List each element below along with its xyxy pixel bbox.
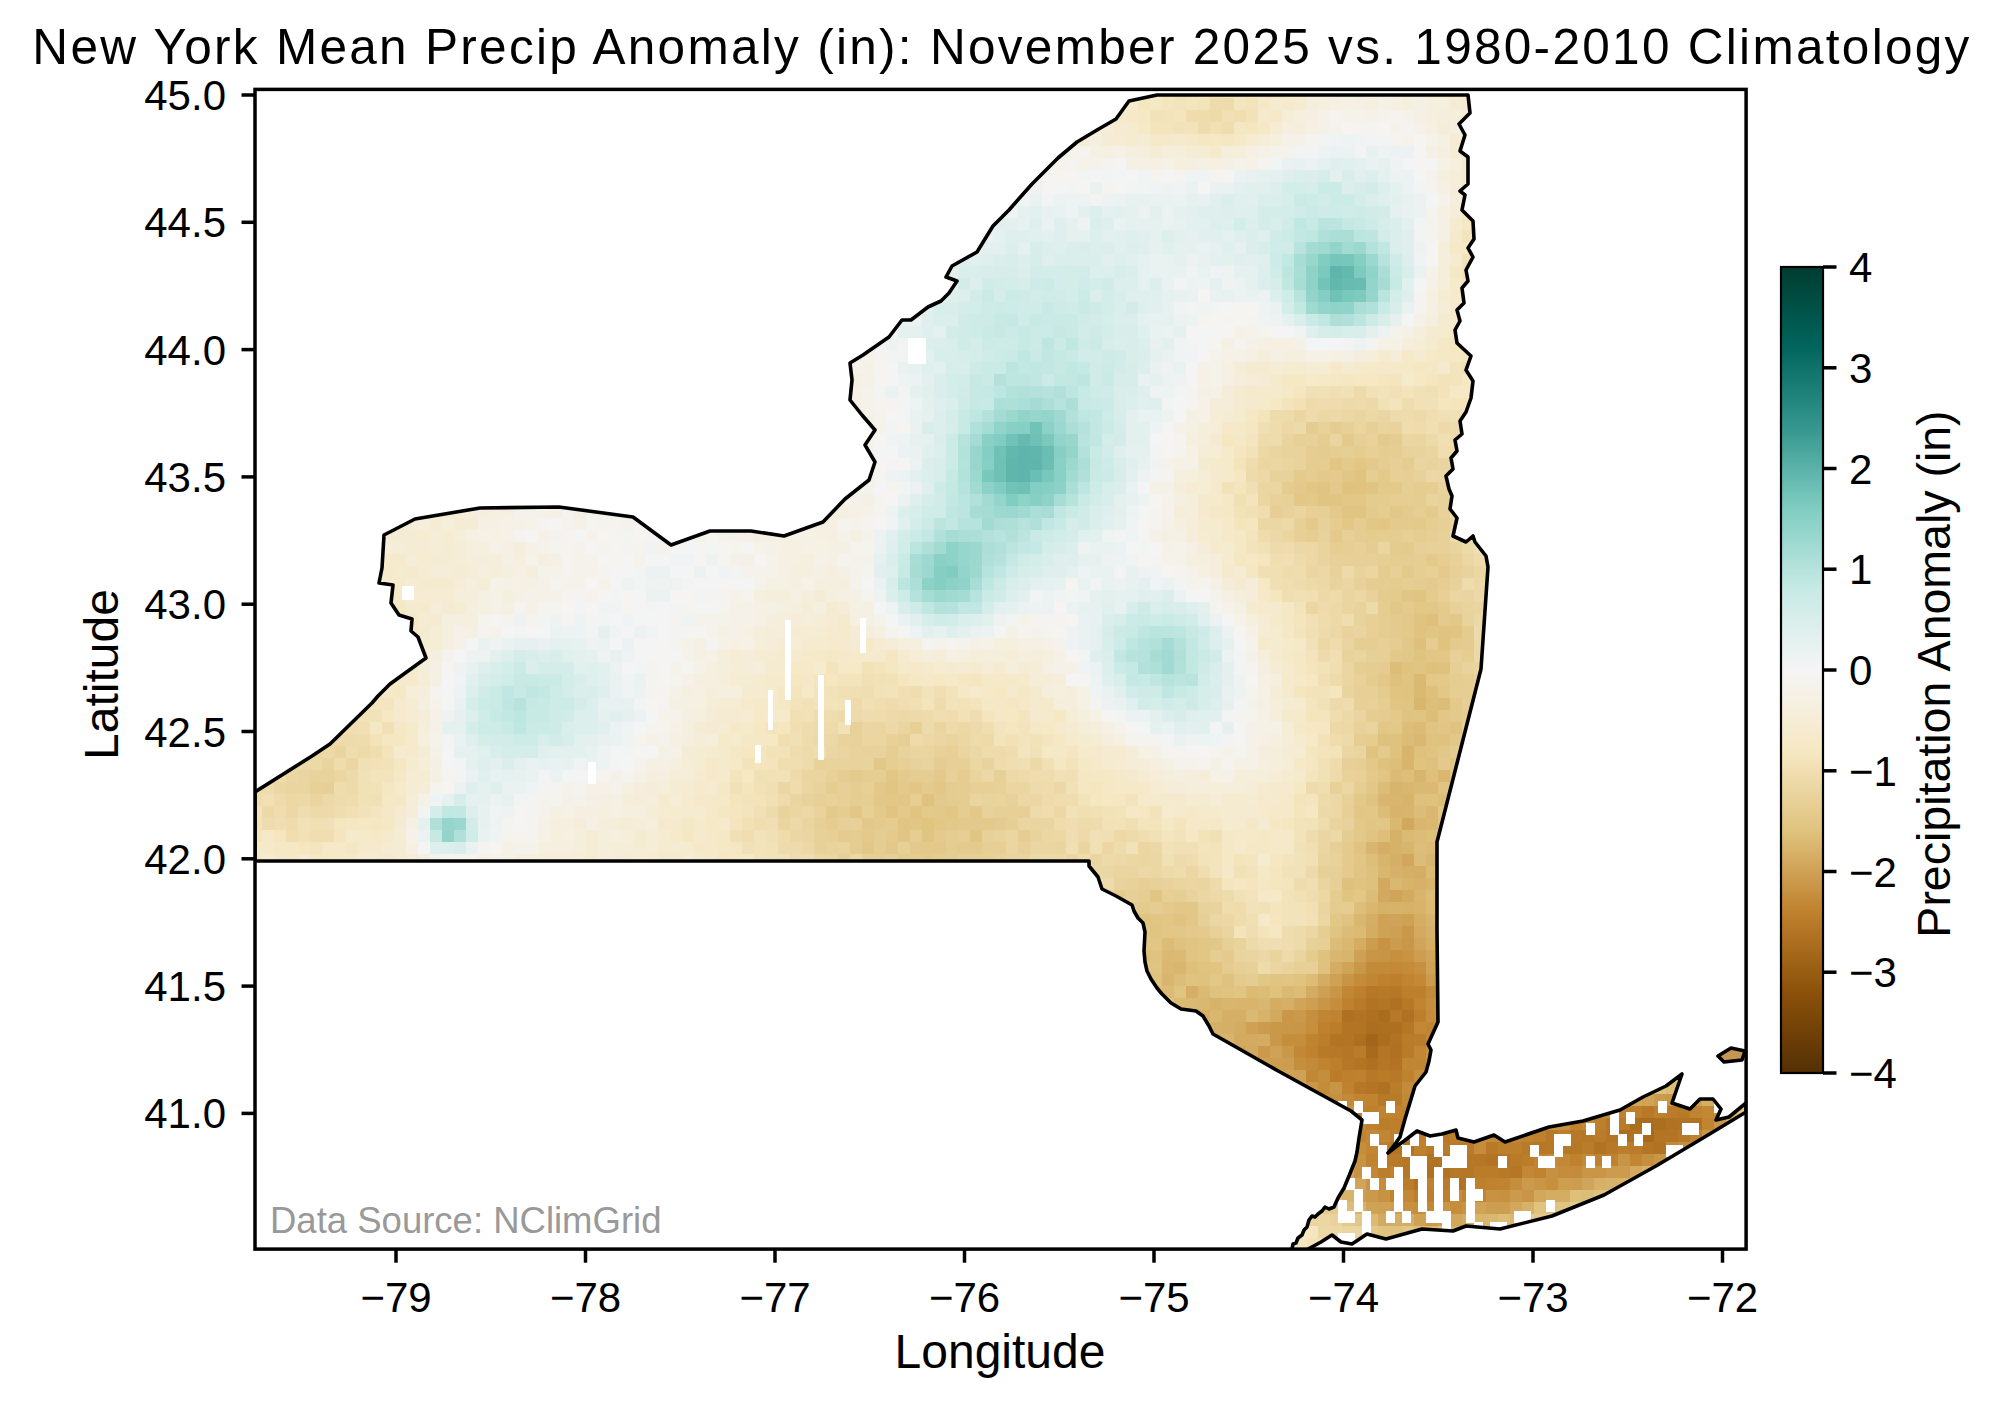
svg-text:4: 4: [1849, 244, 1872, 291]
svg-text:44.0: 44.0: [144, 327, 226, 374]
svg-text:45.0: 45.0: [144, 72, 226, 119]
svg-text:−75: −75: [1118, 1274, 1189, 1321]
svg-text:41.0: 41.0: [144, 1090, 226, 1137]
svg-text:43.0: 43.0: [144, 581, 226, 628]
svg-text:−4: −4: [1849, 1050, 1897, 1097]
svg-text:0: 0: [1849, 647, 1872, 694]
svg-text:New York Mean Precip Anomaly (: New York Mean Precip Anomaly (in): Novem…: [32, 19, 1971, 74]
svg-text:−72: −72: [1687, 1274, 1758, 1321]
svg-text:−73: −73: [1497, 1274, 1568, 1321]
svg-text:−77: −77: [739, 1274, 810, 1321]
svg-text:−76: −76: [929, 1274, 1000, 1321]
svg-text:−74: −74: [1308, 1274, 1379, 1321]
svg-text:42.5: 42.5: [144, 709, 226, 756]
svg-text:42.0: 42.0: [144, 836, 226, 883]
svg-text:2: 2: [1849, 446, 1872, 493]
svg-text:Longitude: Longitude: [895, 1325, 1106, 1378]
svg-text:41.5: 41.5: [144, 963, 226, 1010]
svg-text:Data Source: NClimGrid: Data Source: NClimGrid: [270, 1200, 661, 1241]
svg-text:43.5: 43.5: [144, 454, 226, 501]
svg-text:Latitude: Latitude: [75, 589, 128, 760]
svg-text:44.5: 44.5: [144, 199, 226, 246]
svg-text:−79: −79: [360, 1274, 431, 1321]
svg-text:−78: −78: [550, 1274, 621, 1321]
svg-text:−1: −1: [1849, 748, 1897, 795]
svg-text:−3: −3: [1849, 949, 1897, 996]
svg-text:1: 1: [1849, 546, 1872, 593]
svg-text:3: 3: [1849, 345, 1872, 392]
svg-text:−2: −2: [1849, 849, 1897, 896]
svg-text:Precipitation Anomaly (in): Precipitation Anomaly (in): [1908, 410, 1960, 937]
